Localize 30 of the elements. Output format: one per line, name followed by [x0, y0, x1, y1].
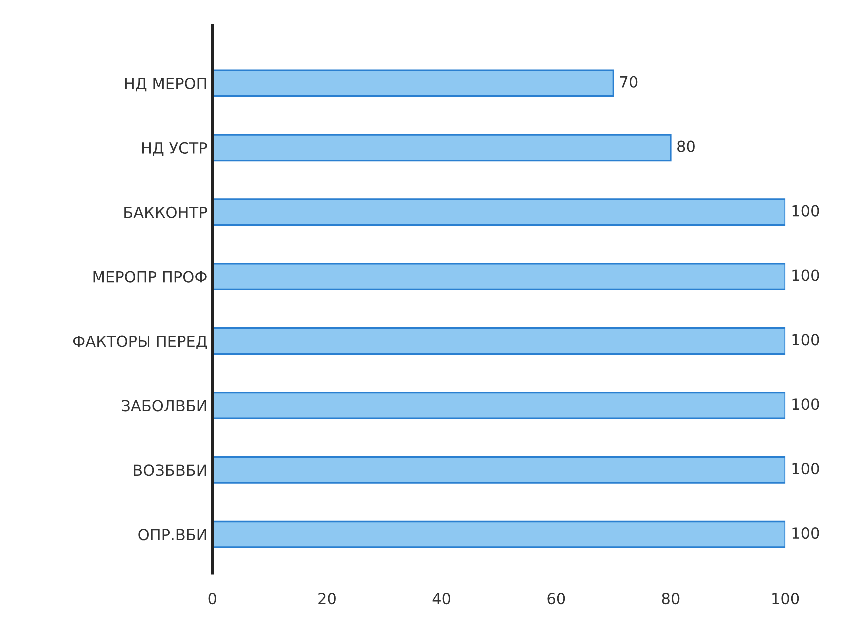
data-label: 80: [678, 140, 695, 152]
bar: [212, 70, 615, 98]
x-tick-label: 80: [662, 593, 680, 605]
bar: [212, 134, 672, 162]
data-label: 100: [792, 270, 820, 282]
x-tick-label: 60: [548, 593, 566, 605]
y-tick-label: НД МЕРОП: [125, 78, 206, 92]
x-tick-label: 0: [208, 593, 217, 605]
data-label: 100: [792, 463, 820, 475]
y-tick-label: ОПР.ВБИ: [138, 529, 206, 541]
bar: [212, 263, 786, 291]
x-tick-label: 40: [432, 593, 451, 605]
y-tick-label: БАККОНТР: [124, 206, 208, 218]
y-tick-label: ФАКТОРЫ ПЕРЕД: [73, 336, 208, 350]
bar: [212, 456, 786, 484]
bar: [212, 328, 786, 356]
bar: [212, 198, 786, 226]
data-label: 100: [792, 528, 820, 540]
x-tick-label: 20: [318, 593, 336, 605]
y-tick-label: МЕРОПР ПРОФ: [94, 271, 207, 283]
data-label: 100: [792, 205, 820, 217]
y-tick-label: ВОЗБВБИ: [134, 464, 206, 476]
bar: [212, 392, 786, 420]
bar: [212, 520, 786, 548]
data-label: 100: [792, 398, 820, 410]
y-tick-label: НД УСТР: [142, 142, 208, 156]
x-tick-label: 100: [772, 593, 800, 605]
y-tick-label: ЗАБОЛВБИ: [122, 400, 206, 412]
data-label: 70: [620, 76, 638, 88]
data-label: 100: [792, 334, 820, 346]
